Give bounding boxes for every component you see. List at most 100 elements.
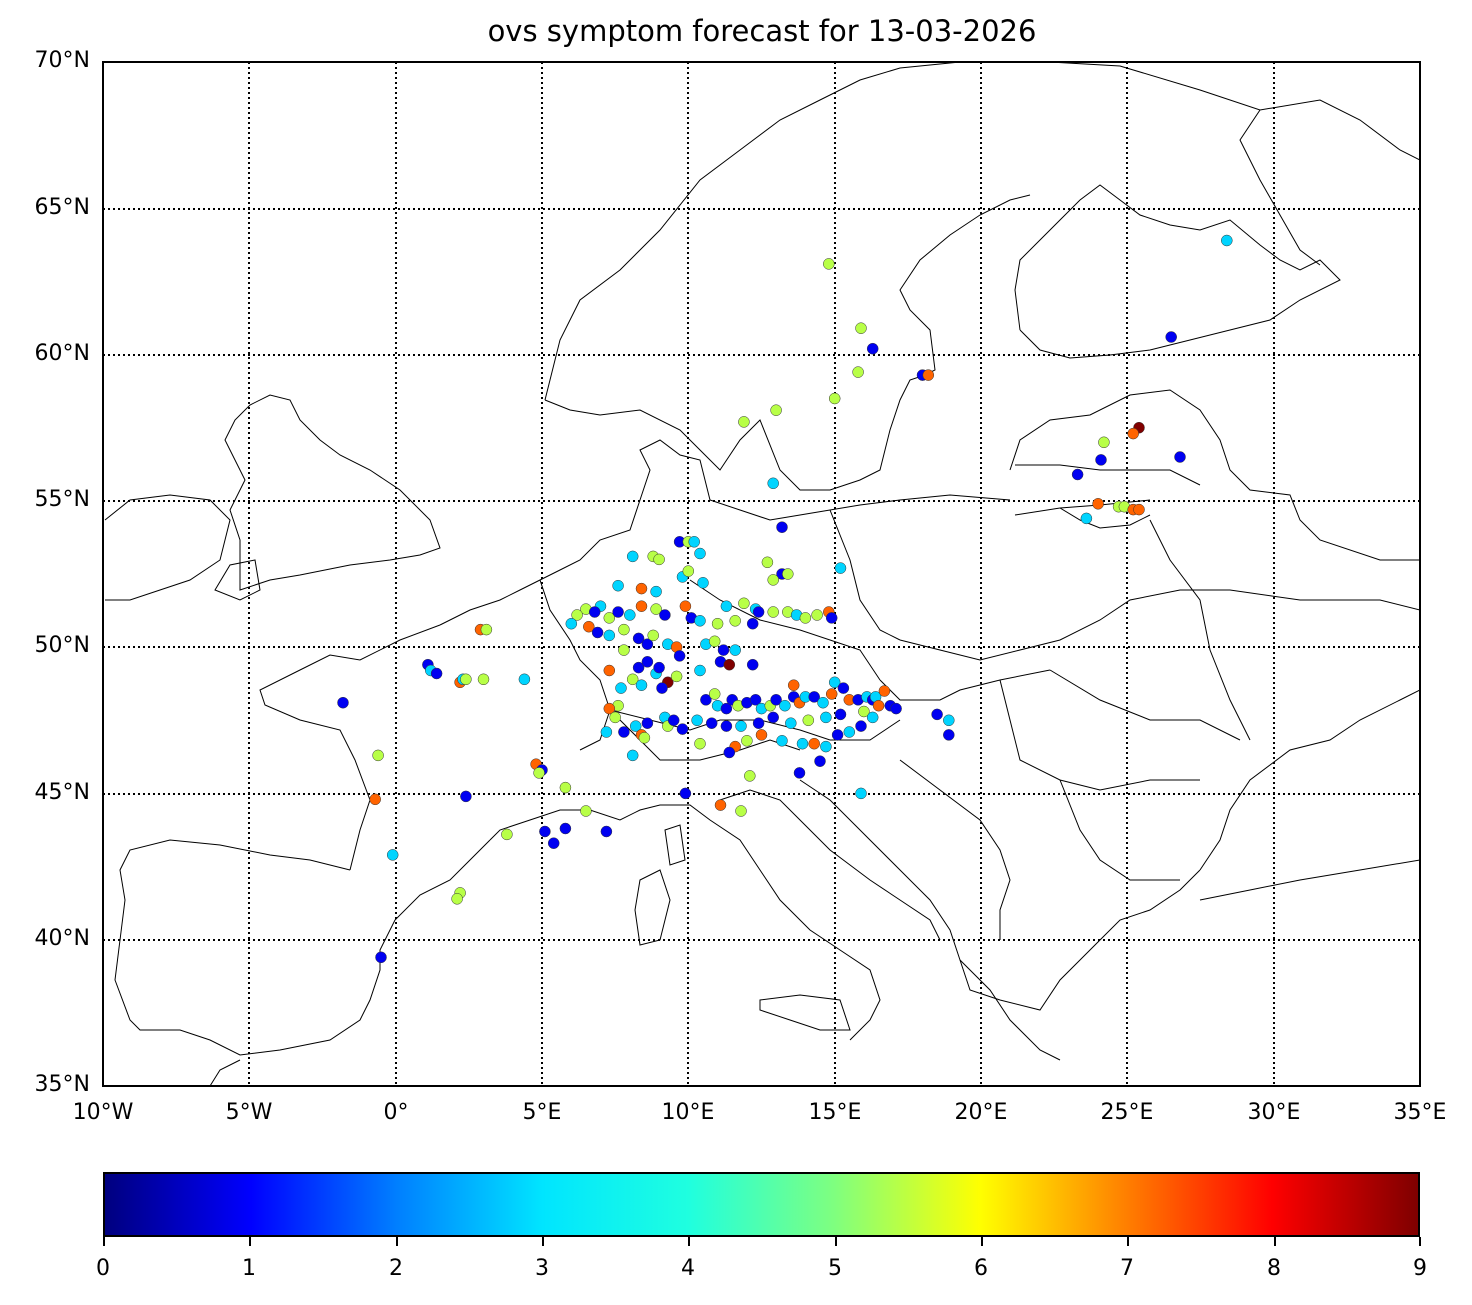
data-point xyxy=(820,711,832,724)
data-point xyxy=(375,951,387,964)
data-point xyxy=(767,574,779,586)
colorbar-label: 6 xyxy=(974,1256,988,1281)
data-point xyxy=(647,629,659,642)
data-point xyxy=(1095,454,1107,466)
data-point xyxy=(626,673,639,686)
data-point xyxy=(626,749,639,762)
data-point xyxy=(676,723,689,735)
x-tick-label: 10°E xyxy=(661,1100,715,1125)
x-tick-label: 5°E xyxy=(522,1100,562,1125)
data-point xyxy=(720,600,733,612)
colorbar-tick xyxy=(396,1237,398,1246)
colorbar-tick xyxy=(835,1237,837,1246)
data-point xyxy=(1098,436,1110,449)
data-point xyxy=(533,767,545,779)
data-point xyxy=(785,717,797,729)
data-point xyxy=(641,717,654,729)
data-point xyxy=(943,729,955,741)
data-point xyxy=(723,658,736,671)
data-point xyxy=(539,825,551,838)
data-point xyxy=(603,629,616,642)
data-point xyxy=(855,322,867,334)
data-point xyxy=(618,623,630,636)
data-point xyxy=(697,577,709,589)
data-point xyxy=(890,702,902,715)
data-point xyxy=(943,714,955,727)
data-point xyxy=(767,711,779,724)
data-point xyxy=(612,606,624,618)
data-point xyxy=(480,623,493,636)
data-point xyxy=(565,617,578,630)
data-point xyxy=(635,600,648,612)
data-point xyxy=(705,717,718,729)
data-point xyxy=(814,755,826,767)
colorbar-label: 3 xyxy=(535,1256,549,1281)
data-point xyxy=(694,664,706,677)
data-point xyxy=(866,711,879,724)
data-point xyxy=(738,597,750,610)
colorbar-label: 7 xyxy=(1120,1256,1134,1281)
colorbar-label: 5 xyxy=(828,1256,842,1281)
x-tick-label: 0° xyxy=(383,1100,409,1125)
colorbar-label: 1 xyxy=(242,1256,256,1281)
coastlines-and-borders xyxy=(104,62,1420,1086)
colorbar-tick xyxy=(1419,1237,1421,1246)
data-point xyxy=(744,770,756,782)
data-point xyxy=(635,582,648,595)
data-point xyxy=(834,562,847,574)
data-point xyxy=(770,694,782,706)
y-tick-label: 45°N xyxy=(34,780,90,805)
data-point xyxy=(755,729,768,741)
data-point xyxy=(711,617,724,630)
data-point xyxy=(852,366,864,378)
data-point xyxy=(694,615,706,627)
colorbar-tick xyxy=(1127,1237,1129,1246)
x-tick-label: 5°W xyxy=(225,1100,273,1125)
data-point xyxy=(641,638,654,650)
data-point xyxy=(694,737,706,750)
data-point xyxy=(688,536,700,548)
data-point xyxy=(1133,503,1145,516)
data-point xyxy=(817,696,829,709)
data-point xyxy=(714,799,727,811)
data-point xyxy=(1071,468,1084,481)
y-tick-label: 50°N xyxy=(34,633,90,658)
data-point xyxy=(708,635,721,648)
data-point xyxy=(337,696,349,709)
x-tick-label: 15°E xyxy=(808,1100,862,1125)
data-point xyxy=(369,793,381,806)
data-point xyxy=(629,720,642,732)
data-point xyxy=(600,825,613,838)
data-point xyxy=(679,787,692,800)
y-tick-label: 65°N xyxy=(34,195,90,220)
data-point xyxy=(761,556,774,569)
data-point xyxy=(618,726,630,738)
x-tick-label: 20°E xyxy=(954,1100,1008,1125)
data-point xyxy=(752,717,765,729)
colorbar-tick xyxy=(1274,1237,1276,1246)
data-point xyxy=(720,720,733,732)
data-point xyxy=(866,342,879,355)
data-point xyxy=(717,644,730,656)
data-point xyxy=(872,699,885,712)
colorbar-tick xyxy=(103,1237,105,1246)
data-point xyxy=(673,650,686,662)
colorbar-label: 0 xyxy=(96,1256,110,1281)
data-point xyxy=(922,369,935,381)
colorbar-label: 9 xyxy=(1413,1256,1427,1281)
data-point xyxy=(878,685,891,697)
data-point xyxy=(618,644,630,656)
data-point xyxy=(600,726,613,738)
data-point xyxy=(708,688,721,700)
data-point xyxy=(691,714,703,727)
data-point xyxy=(825,688,838,700)
data-point xyxy=(796,737,809,750)
data-point xyxy=(1080,512,1093,525)
data-point xyxy=(735,805,747,817)
data-point xyxy=(583,620,595,633)
data-point xyxy=(828,392,841,405)
data-point xyxy=(749,694,762,706)
data-point xyxy=(372,749,384,762)
data-point xyxy=(659,609,671,621)
